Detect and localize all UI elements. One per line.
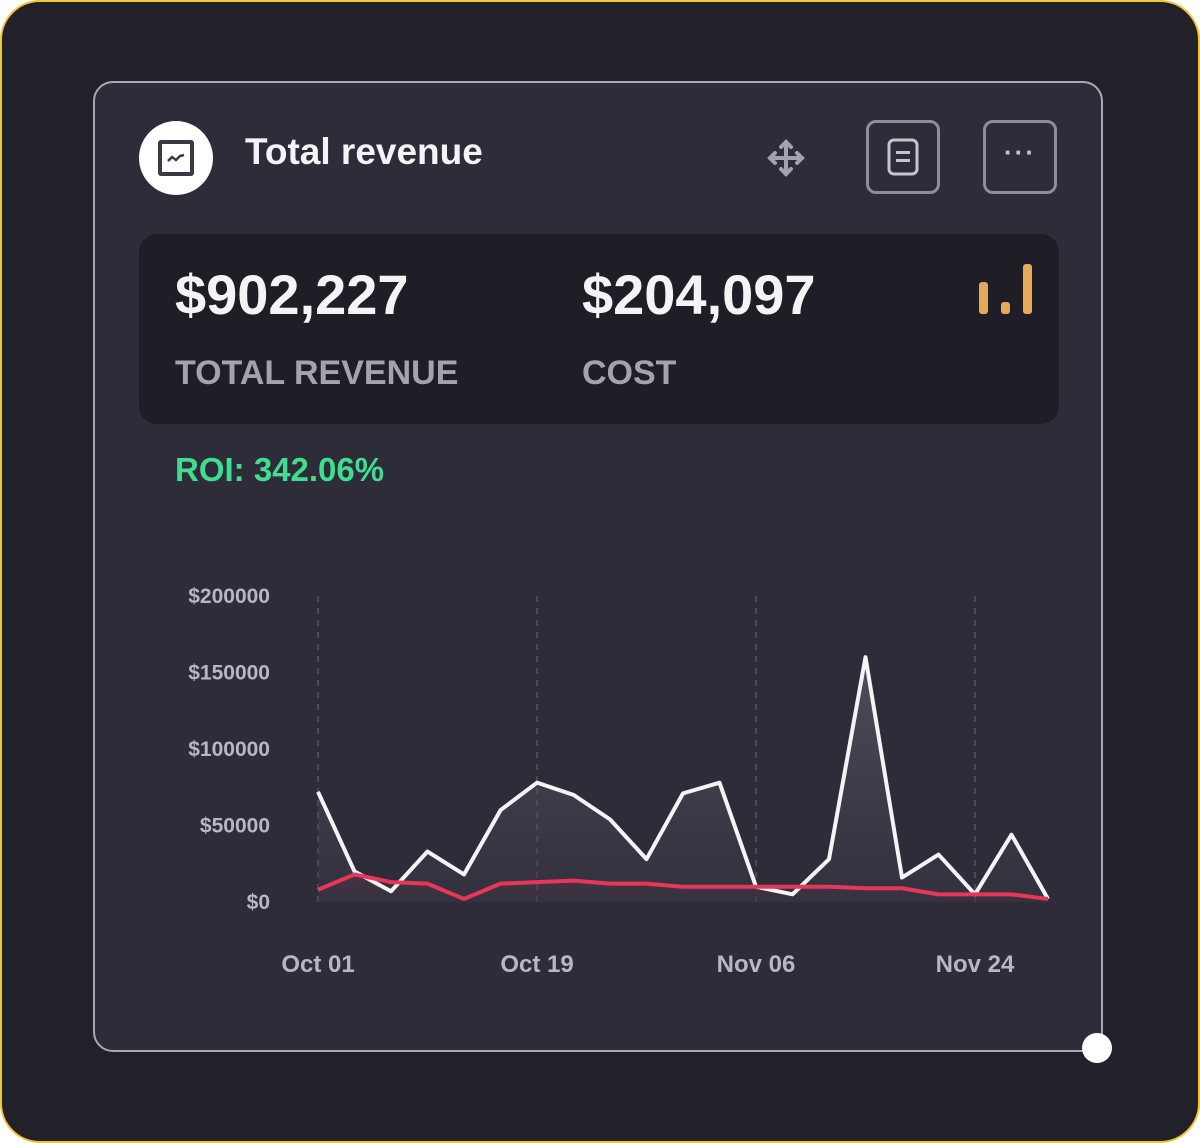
area-revenue [318,657,1048,902]
details-button[interactable] [866,120,940,194]
y-tick-label: $50000 [200,815,270,838]
cost-label: COST [582,354,677,392]
stats-panel: $902,227 TOTAL REVENUE $204,097 COST [139,234,1059,424]
bar-chart-icon[interactable] [974,258,1044,318]
card-title: Total revenue [245,131,483,172]
roi-text: ROI: 342.06% [175,451,385,488]
cost-value: $204,097 [582,263,816,326]
y-tick-label: $100000 [188,738,270,761]
more-horizontal-icon: ··· [1004,136,1036,167]
x-tick-label: Oct 01 [281,951,354,978]
resize-handle[interactable] [1082,1033,1112,1063]
x-tick-label: Oct 19 [500,951,573,978]
more-options-button[interactable]: ··· [983,120,1057,194]
x-tick-label: Nov 24 [936,951,1015,978]
total-revenue-label: TOTAL REVENUE [175,354,459,392]
y-tick-label: $0 [247,891,270,914]
y-tick-label: $150000 [188,662,270,685]
document-icon [887,138,919,176]
y-tick-label: $200000 [188,585,270,608]
total-revenue-value: $902,227 [175,263,409,326]
chart-line-icon [139,121,213,195]
x-tick-label: Nov 06 [717,951,796,978]
move-icon[interactable] [765,137,807,179]
